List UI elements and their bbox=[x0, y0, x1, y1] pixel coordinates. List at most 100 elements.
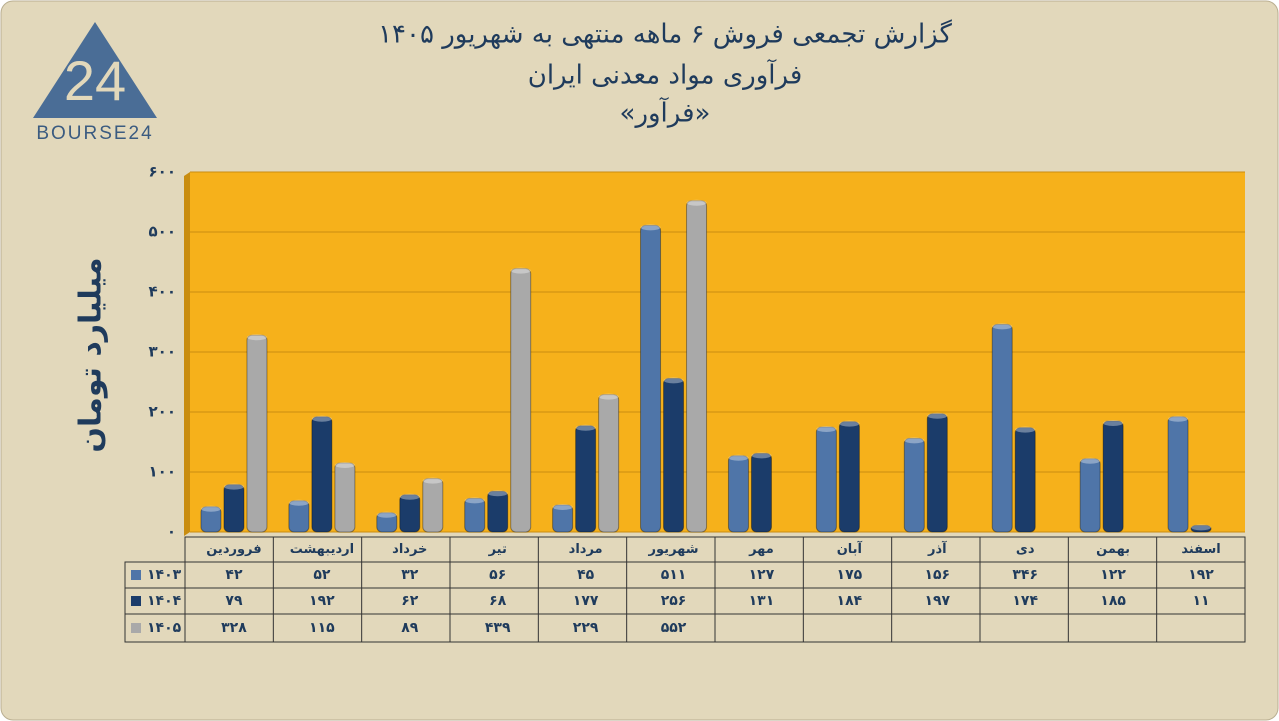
bar-body bbox=[598, 394, 620, 533]
logo-mark: 24 bbox=[64, 49, 126, 112]
bar-body bbox=[686, 200, 708, 533]
data-label: ۱۸۴ bbox=[837, 593, 863, 609]
logo: 24 BOURSE24 bbox=[33, 22, 157, 144]
bar-body bbox=[727, 455, 749, 533]
bar-top bbox=[399, 493, 420, 500]
x-tick-label: اردیبهشت bbox=[290, 542, 354, 557]
y-tick-label: ۴۰۰ bbox=[149, 283, 176, 301]
data-label: ۴۲ bbox=[225, 567, 243, 583]
data-label: ۳۴۶ bbox=[1012, 567, 1038, 583]
data-label: ۱۷۷ bbox=[573, 593, 599, 609]
data-label: ۴۵ bbox=[577, 567, 595, 583]
legend-swatch bbox=[131, 623, 141, 633]
bar-body bbox=[376, 512, 398, 533]
bar bbox=[510, 267, 532, 533]
bar-top bbox=[904, 437, 925, 444]
y-tick-label: ۵۰۰ bbox=[149, 223, 176, 241]
bar bbox=[1190, 524, 1212, 533]
bar-top bbox=[751, 452, 772, 459]
bar bbox=[464, 497, 486, 533]
bar-body bbox=[487, 490, 509, 533]
bar bbox=[575, 424, 597, 533]
bar bbox=[487, 490, 509, 533]
bar bbox=[750, 452, 772, 533]
bar-top bbox=[246, 334, 267, 341]
logo-text: BOURSE24 bbox=[36, 123, 153, 144]
x-tick-label: آبان bbox=[837, 540, 863, 557]
bar-top bbox=[288, 499, 309, 506]
data-label: ۵۵۲ bbox=[661, 620, 687, 636]
bar-top bbox=[487, 490, 508, 497]
bar-top bbox=[1168, 415, 1189, 422]
bar-top bbox=[1103, 420, 1124, 426]
bar-top bbox=[1191, 524, 1212, 531]
data-label: ۱۲۷ bbox=[749, 567, 775, 583]
bar-body bbox=[1102, 420, 1124, 533]
bar-body bbox=[663, 377, 685, 533]
bar-body bbox=[223, 484, 245, 533]
bar bbox=[1079, 457, 1101, 533]
bar-top bbox=[816, 426, 837, 432]
bar bbox=[376, 511, 398, 533]
data-label: ۳۲ bbox=[401, 567, 419, 583]
bar-body bbox=[288, 500, 310, 533]
data-label: ۲۵۶ bbox=[661, 593, 687, 609]
bar-body bbox=[1190, 524, 1212, 533]
bar-body bbox=[399, 494, 421, 533]
bar-body bbox=[464, 497, 486, 533]
data-label: ۱۹۲ bbox=[1188, 567, 1214, 583]
bar-body bbox=[200, 506, 222, 533]
bar-top bbox=[598, 393, 619, 400]
data-label: ۵۱۱ bbox=[661, 567, 687, 583]
logo-triangle bbox=[33, 22, 157, 118]
y-tick-label: ۰ bbox=[167, 523, 176, 541]
data-label: ۱۳۱ bbox=[749, 593, 775, 609]
legend-label: ۱۴۰۴ bbox=[147, 593, 182, 609]
x-tick-label: بهمن bbox=[1096, 542, 1130, 557]
data-label: ۷۹ bbox=[225, 593, 243, 609]
bar-top bbox=[510, 267, 531, 274]
bar-top bbox=[223, 483, 244, 490]
y-tick-label: ۲۰۰ bbox=[149, 403, 176, 421]
bar-top bbox=[552, 504, 573, 510]
bar bbox=[223, 483, 245, 533]
bar-body bbox=[640, 224, 662, 533]
bar-body bbox=[750, 452, 772, 533]
bar bbox=[727, 454, 749, 533]
x-tick-label: مرداد bbox=[569, 542, 603, 557]
bar bbox=[422, 477, 444, 533]
legend-label: ۱۴۰۳ bbox=[147, 567, 182, 583]
bar bbox=[838, 420, 860, 533]
bar bbox=[399, 493, 421, 533]
data-label: ۶۸ bbox=[489, 593, 507, 609]
bar-top bbox=[464, 497, 485, 504]
bar bbox=[200, 505, 222, 533]
bar-body bbox=[815, 426, 837, 533]
bar-top bbox=[663, 377, 684, 384]
data-label: ۱۷۵ bbox=[837, 567, 863, 583]
x-tick-label: آذر bbox=[927, 540, 947, 557]
bar bbox=[1102, 420, 1124, 533]
bar-top bbox=[376, 511, 397, 518]
bar-top bbox=[311, 415, 332, 422]
bar-top bbox=[1015, 426, 1036, 433]
bar bbox=[926, 412, 948, 533]
data-label: ۵۲ bbox=[313, 567, 331, 583]
x-tick-label: تیر bbox=[488, 542, 507, 557]
bar-top bbox=[640, 224, 661, 231]
bar-top bbox=[334, 462, 355, 468]
bar-body bbox=[903, 437, 925, 533]
chart-subtitle: فرآوری مواد معدنی ایران bbox=[528, 59, 803, 91]
chart-subtitle: «فرآور» bbox=[620, 97, 711, 129]
data-label: ۸۹ bbox=[401, 620, 419, 636]
data-label: ۱۱۵ bbox=[309, 620, 335, 636]
x-tick-label: دی bbox=[1016, 542, 1035, 557]
bar bbox=[1167, 415, 1189, 533]
x-tick-label: فروردین bbox=[206, 542, 261, 557]
data-label: ۱۱ bbox=[1192, 593, 1209, 609]
bar-top bbox=[839, 420, 860, 427]
bar-body bbox=[926, 413, 948, 533]
bar bbox=[686, 199, 708, 533]
data-label: ۵۶ bbox=[489, 567, 506, 583]
